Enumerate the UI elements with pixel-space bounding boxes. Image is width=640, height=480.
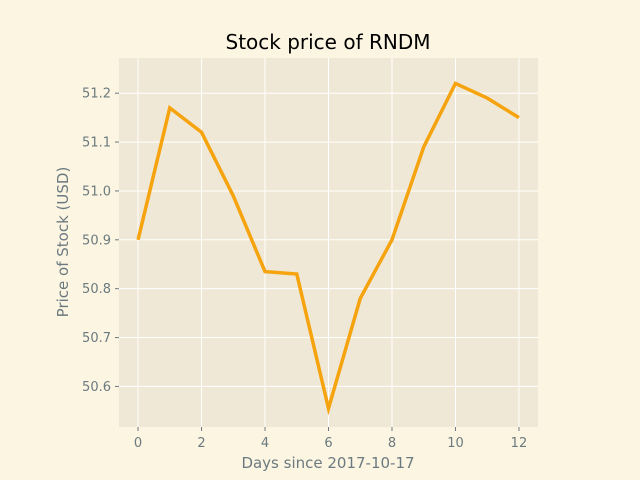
y-tick-label: 51.0	[82, 184, 111, 199]
y-tick-label: 50.9	[82, 233, 111, 248]
y-axis-ticks: 50.6 50.7 50.8 50.9 51.0 51.1 51.2	[82, 87, 119, 395]
x-axis-ticks: 0 2 4 6 8 10 12	[134, 427, 527, 451]
y-tick-label: 51.1	[82, 136, 111, 151]
chart-title: Stock price of RNDM	[226, 30, 431, 54]
series-group	[136, 81, 520, 416]
y-tick-label: 50.6	[82, 380, 111, 395]
y-tick-label: 51.2	[82, 87, 111, 102]
x-tick-label: 8	[388, 436, 396, 451]
x-tick-label: 0	[134, 436, 142, 451]
y-tick-label: 50.8	[82, 282, 111, 297]
x-tick-label: 6	[324, 436, 332, 451]
y-axis-label: Price of Stock (USD)	[54, 167, 72, 318]
x-tick-label: 2	[197, 436, 205, 451]
price-line	[136, 81, 520, 416]
x-tick-label: 4	[261, 436, 269, 451]
x-tick-label: 10	[447, 436, 464, 451]
gridlines	[119, 58, 538, 427]
x-tick-label: 12	[511, 436, 528, 451]
y-tick-label: 50.7	[82, 331, 111, 346]
x-axis-label: Days since 2017-10-17	[241, 454, 414, 472]
